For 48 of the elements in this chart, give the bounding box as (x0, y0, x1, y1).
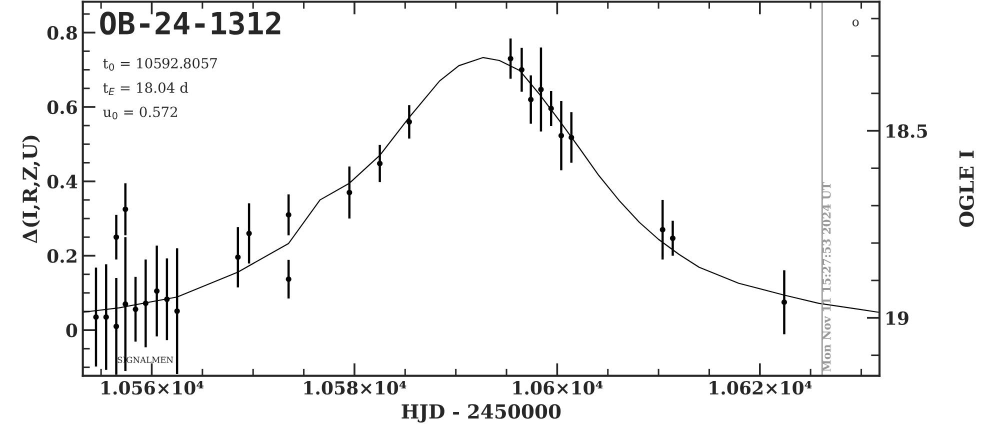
x-tick-label: 1.056×10⁴ (102, 381, 204, 395)
point (538, 86, 544, 92)
annotation: t$_{0}$ = 10592.8057 (103, 58, 217, 71)
point (377, 160, 383, 166)
y-tick-label: 0 (66, 324, 78, 338)
point (154, 288, 160, 294)
x-tick-label: 1.058×10⁴ (304, 381, 406, 395)
point (246, 230, 252, 236)
y-tick-label: 0.6 (47, 100, 77, 114)
chart-title: OB-24-1312 (100, 12, 280, 35)
point (103, 314, 109, 320)
point (164, 296, 170, 302)
point (122, 301, 128, 307)
annotation: o (852, 20, 859, 26)
annotation: t$_{E}$ = 18.04 d (103, 82, 188, 95)
annotation: Mon Nov 11 15:27:53 2024 UT (822, 182, 831, 372)
point (568, 134, 574, 140)
y-tick-label: 0.8 (47, 26, 77, 40)
point (548, 106, 554, 112)
y-tick-label: 0.4 (47, 174, 78, 188)
point (174, 308, 180, 314)
point (113, 324, 120, 330)
point (132, 306, 138, 312)
point (660, 226, 666, 232)
point (142, 300, 148, 306)
annotation: u$_{0}$ = 0.572 (103, 106, 178, 120)
point (670, 235, 676, 242)
point (346, 190, 352, 196)
point (518, 67, 524, 73)
point (286, 276, 292, 282)
point (406, 119, 412, 125)
x-tick-label: 1.06×10⁴ (513, 381, 603, 395)
point (122, 206, 128, 212)
y2-tick-label: 19 (886, 311, 908, 325)
point (93, 314, 99, 320)
point (235, 254, 241, 260)
x-tick-label: 1.062×10⁴ (710, 381, 812, 395)
y2-tick-label: 18.5 (886, 124, 927, 138)
point (528, 96, 534, 102)
point (113, 234, 120, 240)
y-tick-label: 0.2 (47, 249, 76, 263)
point (781, 299, 788, 305)
point (286, 212, 292, 218)
x-axis-title: HJD - 2450000 (402, 404, 561, 423)
point (558, 132, 564, 138)
y-axis-title: Δ(I,R,Z,U) (22, 136, 40, 244)
y2-axis-title: OGLE I (959, 150, 974, 227)
point (508, 56, 514, 62)
